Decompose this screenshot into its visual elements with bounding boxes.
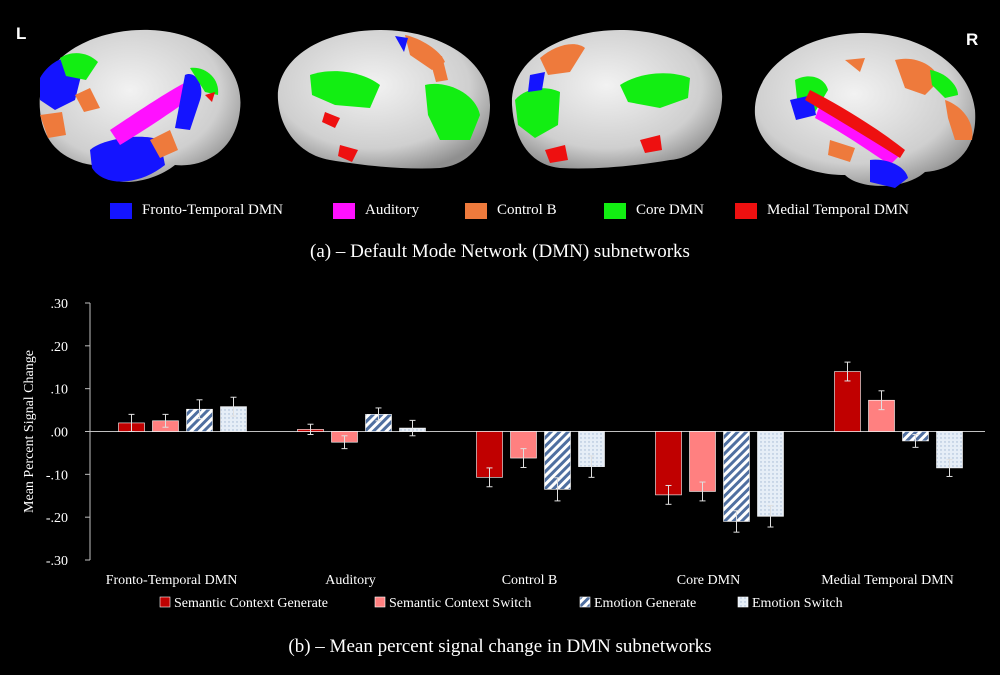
right-hemisphere-label: R: [966, 30, 979, 49]
category-label: Fronto-Temporal DMN: [106, 573, 238, 588]
network-legend-item: Fronto-Temporal DMN: [110, 202, 283, 219]
legend-label: Emotion Generate: [594, 596, 696, 611]
bar: [834, 371, 861, 432]
y-tick-label: -.10: [46, 468, 68, 483]
bar: [723, 431, 750, 522]
network-legend-item: Core DMN: [604, 202, 704, 219]
chart-legend: Semantic Context Generate Semantic Contex…: [159, 596, 843, 611]
caption-a: (a) – Default Mode Network (DMN) subnetw…: [310, 241, 690, 262]
legend-label: Emotion Switch: [752, 596, 843, 611]
brain-renders: [39, 29, 976, 188]
signal-change-chart: .30 .20 .10 .00 -.10 -.20 -.30 Mean Percent Sig…: [22, 297, 985, 611]
network-legend-label: Auditory: [365, 202, 420, 218]
y-tick-label: .00: [51, 426, 69, 441]
legend-swatch: [374, 596, 386, 608]
network-legend-item: Auditory: [333, 202, 419, 219]
category-label: Medial Temporal DMN: [821, 573, 954, 588]
legend-swatch: [604, 202, 626, 219]
bar: [689, 431, 716, 492]
network-legend-item: Control B: [465, 202, 557, 219]
legend-label: Semantic Context Generate: [174, 596, 328, 611]
legend-label: Semantic Context Switch: [389, 596, 531, 611]
chart-bars: [118, 361, 963, 533]
legend-swatch: [110, 202, 132, 219]
y-tick-label: .20: [51, 340, 69, 355]
y-tick-label: -.30: [46, 554, 68, 569]
network-legend: Fronto-Temporal DMN Auditory Control B C…: [0, 202, 1000, 228]
brain-left-medial: [277, 30, 490, 169]
category-label: Control B: [502, 573, 558, 588]
network-legend-item: Medial Temporal DMN: [735, 202, 909, 219]
brain-left-lateral: [39, 29, 241, 182]
legend-swatch: [737, 596, 749, 608]
brain-right-medial: [511, 30, 723, 169]
network-legend-label: Fronto-Temporal DMN: [142, 202, 284, 218]
left-hemisphere-label: L: [16, 24, 27, 43]
category-label: Core DMN: [677, 573, 740, 588]
network-legend-label: Control B: [497, 202, 557, 218]
legend-swatch: [159, 596, 171, 608]
brain-surface-panel: L R: [0, 0, 1000, 270]
network-legend-label: Core DMN: [636, 202, 704, 218]
y-axis-title: Mean Percent Signal Change: [22, 350, 37, 513]
legend-swatch: [735, 202, 757, 219]
bar: [655, 431, 682, 496]
legend-swatch: [333, 202, 355, 219]
y-tick-label: -.20: [46, 511, 68, 526]
bar: [757, 431, 784, 517]
y-tick-label: .10: [51, 383, 69, 398]
chart-axes: .30 .20 .10 .00 -.10 -.20 -.30 Mean Percent Sig…: [22, 297, 985, 588]
brain-right-lateral: [754, 32, 976, 188]
caption-b: (b) – Mean percent signal change in DMN …: [288, 636, 712, 657]
network-legend-label: Medial Temporal DMN: [767, 202, 909, 218]
legend-swatch: [465, 202, 487, 219]
y-tick-label: .30: [51, 297, 69, 312]
category-label: Auditory: [325, 573, 376, 588]
legend-swatch: [579, 596, 591, 608]
